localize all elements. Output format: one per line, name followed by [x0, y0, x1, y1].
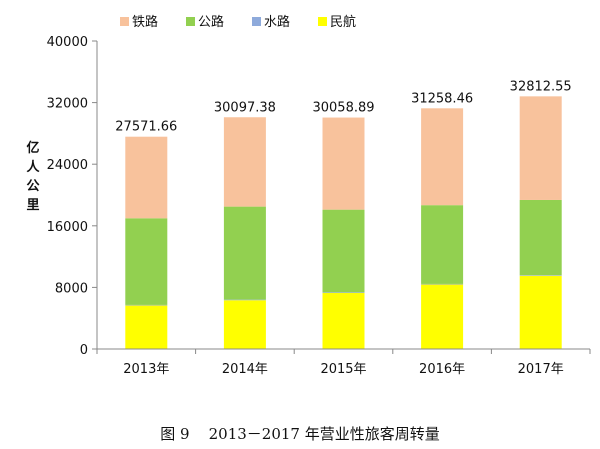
- y-tick-label: 24000: [47, 158, 88, 173]
- x-tick-label: 2013年: [123, 362, 169, 377]
- bar-total-label: 27571.66: [115, 120, 177, 135]
- bar-segment: [125, 305, 168, 349]
- x-tick-label: 2016年: [419, 362, 465, 377]
- bar-segment: [125, 136, 168, 219]
- bar-segment: [223, 206, 266, 300]
- bar-segment: [519, 275, 562, 276]
- bar-segment: [421, 205, 464, 284]
- bar-segment: [322, 117, 365, 210]
- bar-segment: [125, 218, 168, 305]
- legend-label: 水路: [264, 14, 290, 30]
- x-tick-label: 2014年: [222, 362, 268, 377]
- bar-segment: [421, 284, 464, 349]
- y-tick-label: 32000: [47, 97, 88, 112]
- bar-segment: [519, 96, 562, 200]
- bar-segment: [421, 283, 464, 285]
- bars: 27571.66 30097.38 30058.89 31258.46 32812.55: [115, 79, 572, 349]
- legend-swatch: [120, 17, 129, 26]
- bar-total-label: 30097.38: [214, 100, 276, 115]
- bar-segment: [519, 275, 562, 349]
- bar-segment: [223, 117, 266, 207]
- legend-label: 民航: [330, 14, 356, 30]
- legend-swatch: [318, 17, 327, 26]
- y-tick-label: 8000: [55, 281, 88, 296]
- legend-swatch: [252, 17, 261, 26]
- bar-total-label: 30058.89: [312, 101, 374, 116]
- x-axis: 2013年 2014年 2015年 2016年 2017年: [96, 348, 591, 377]
- bar-segment: [322, 292, 365, 349]
- x-tick-label: 2017年: [518, 362, 564, 377]
- y-tick-label: 0: [80, 343, 88, 358]
- bar-segment: [519, 199, 562, 276]
- bar-segment: [223, 299, 266, 301]
- bar-segment: [125, 304, 168, 306]
- y-tick-label: 40000: [47, 35, 88, 50]
- x-tick-label: 2015年: [320, 362, 366, 377]
- bar-total-label: 32812.55: [510, 79, 572, 94]
- legend-swatch: [186, 17, 195, 26]
- y-axis: 0 8000 16000 24000 32000 40000: [47, 35, 98, 358]
- y-tick-label: 16000: [47, 220, 88, 235]
- legend-label: 铁路: [132, 14, 158, 30]
- bar-segment: [322, 292, 365, 293]
- y-axis-label: 亿人公里: [26, 140, 40, 213]
- bar-total-label: 31258.46: [411, 91, 473, 106]
- figure-caption: 图 9 2013－2017 年营业性旅客周转量: [160, 425, 440, 443]
- legend: 铁路 公路 水路 民航: [120, 14, 356, 30]
- legend-label: 公路: [198, 14, 224, 30]
- bar-segment: [223, 300, 266, 349]
- bar-segment: [322, 209, 365, 293]
- bar-segment: [421, 108, 464, 206]
